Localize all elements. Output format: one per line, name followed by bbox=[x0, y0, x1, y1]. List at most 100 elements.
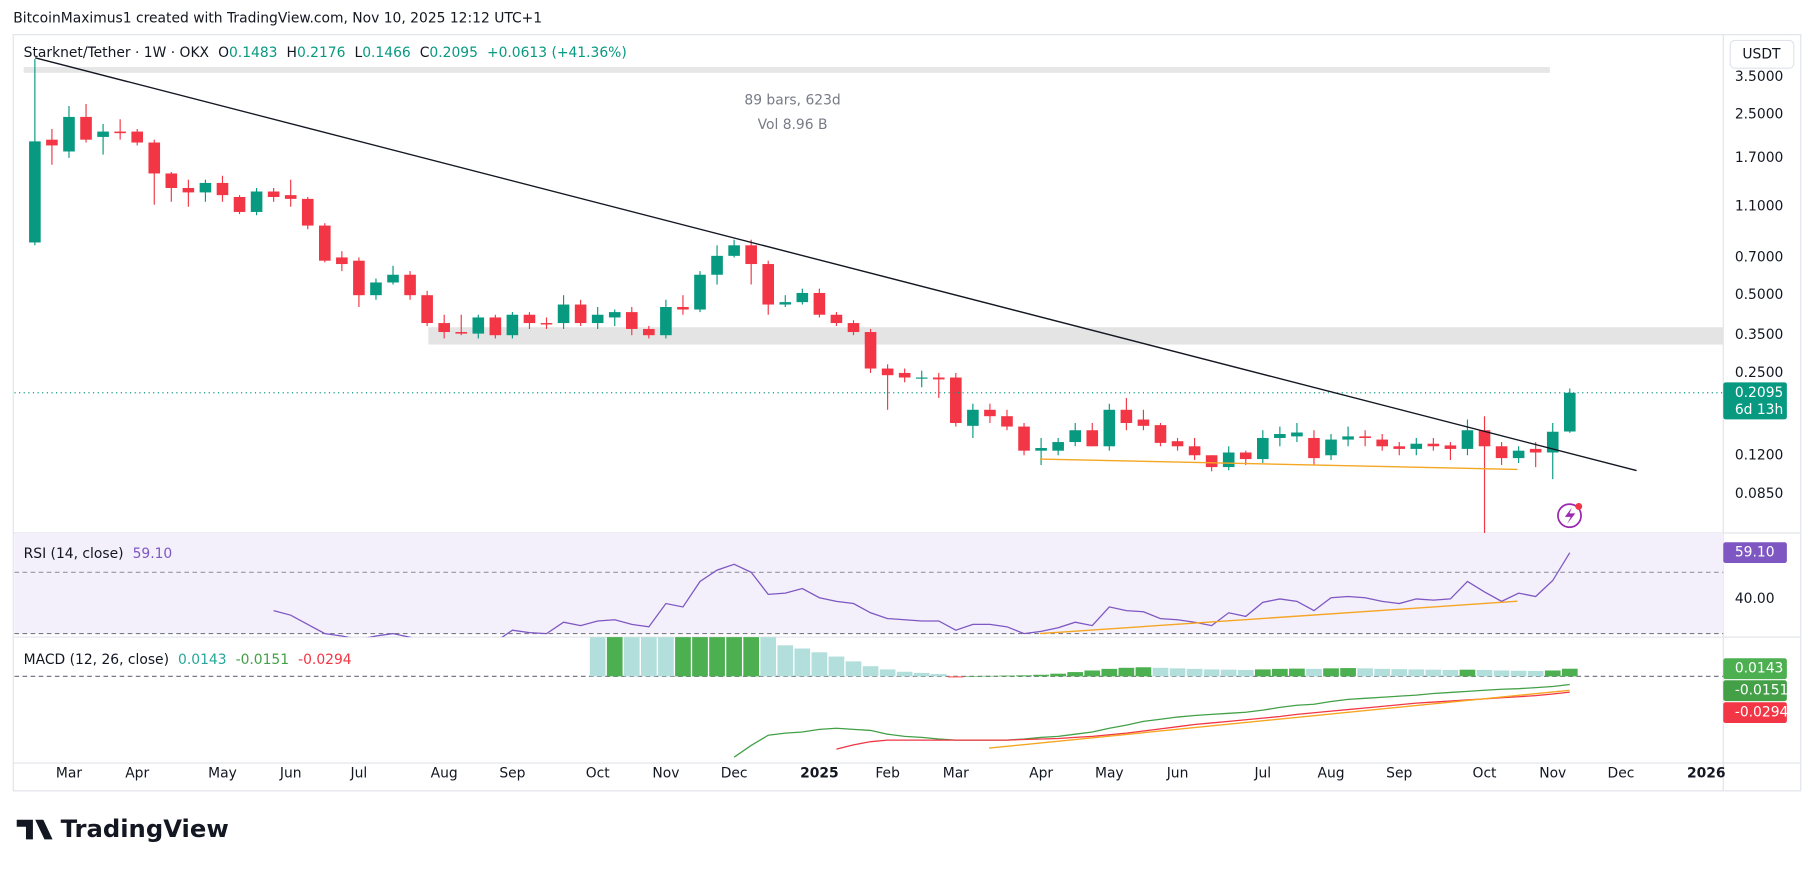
x-tick-label: 2026 bbox=[1687, 766, 1726, 782]
ohlc-label: L bbox=[354, 45, 362, 61]
histogram-bar bbox=[658, 637, 674, 677]
candle-body bbox=[336, 257, 348, 265]
macd-value: -0.0151 bbox=[236, 652, 290, 668]
hist-value: 0.0143 bbox=[178, 652, 227, 668]
histogram-bar bbox=[589, 637, 606, 677]
candle-body bbox=[1120, 409, 1133, 423]
close-value: 0.2095 bbox=[429, 45, 477, 61]
candle-body bbox=[932, 377, 945, 380]
x-tick-label: May bbox=[208, 766, 237, 782]
candle-body bbox=[625, 312, 638, 329]
histogram-bar bbox=[845, 661, 862, 677]
alert-bolt bbox=[1564, 507, 1576, 524]
trendline bbox=[35, 57, 1637, 472]
x-tick-label: Aug bbox=[1317, 766, 1344, 782]
ohlc-label: O bbox=[218, 45, 229, 61]
candle-body bbox=[1188, 446, 1201, 456]
histogram-bar bbox=[1442, 669, 1459, 677]
macd-box bbox=[1723, 680, 1787, 702]
y-tick-label: 0.0850 bbox=[1735, 486, 1784, 502]
candle-body bbox=[97, 131, 109, 137]
x-tick-label: Mar bbox=[56, 766, 82, 782]
candle-body bbox=[1410, 443, 1423, 449]
candle-body bbox=[864, 332, 877, 369]
candle-body bbox=[1427, 443, 1440, 447]
candle-body bbox=[165, 173, 178, 189]
y-tick-label: 3.5000 bbox=[1735, 69, 1784, 85]
x-tick-label: May bbox=[1095, 766, 1124, 782]
histogram-bar bbox=[794, 648, 811, 677]
histogram-bar bbox=[1220, 669, 1237, 677]
histogram-bar bbox=[692, 637, 708, 677]
candle-body bbox=[898, 372, 911, 378]
candle-body bbox=[1018, 426, 1030, 451]
currency: USDT bbox=[1742, 46, 1781, 62]
axes: Mar Apr May Jun Jul Aug Sep Oct Nov Dec 2025 Feb Mar… bbox=[56, 69, 1789, 782]
y-tick-label: 0.3500 bbox=[1735, 327, 1784, 343]
candle-body bbox=[677, 307, 689, 310]
candle-body bbox=[1205, 455, 1218, 468]
y-tick-label: 0.1200 bbox=[1735, 447, 1784, 463]
candle-body bbox=[199, 182, 212, 193]
price-box bbox=[1723, 382, 1787, 420]
histogram-bar bbox=[1101, 668, 1118, 677]
candle-body bbox=[319, 225, 331, 261]
histogram-bar bbox=[1237, 669, 1254, 677]
candle-body bbox=[131, 131, 143, 143]
candle-body bbox=[148, 142, 161, 174]
currency-button[interactable] bbox=[1729, 39, 1795, 69]
x-tick-label: Mar bbox=[943, 766, 969, 782]
price-pane bbox=[14, 59, 1724, 534]
macd-line bbox=[733, 683, 1570, 758]
x-tick-label: Dec bbox=[1608, 766, 1635, 782]
candle-body bbox=[301, 198, 314, 226]
histogram-bar bbox=[828, 656, 845, 677]
y-tick-label: 0.7000 bbox=[1735, 249, 1784, 265]
macd-legend: MACD (12, 26, close) 0.0143 -0.0151 -0.0… bbox=[24, 652, 352, 668]
candle-body bbox=[557, 304, 570, 324]
histogram-bar bbox=[1425, 669, 1442, 677]
histogram-bar bbox=[1340, 668, 1356, 677]
macd-line bbox=[836, 691, 1570, 750]
frame bbox=[12, 34, 1802, 792]
rsi-box bbox=[1723, 542, 1787, 564]
macd-pane bbox=[14, 637, 1724, 758]
histogram-bar bbox=[1561, 668, 1578, 677]
candle-body bbox=[1222, 452, 1235, 468]
x-tick-label: Nov bbox=[652, 766, 679, 782]
candle-body bbox=[1086, 430, 1099, 447]
histogram-bar bbox=[1510, 670, 1527, 677]
candle-body bbox=[1052, 442, 1064, 451]
ohlc-label: C bbox=[420, 45, 430, 61]
macd-box-value: -0.0151 bbox=[1735, 683, 1789, 699]
candle-body bbox=[1444, 445, 1457, 449]
high-value: 0.2176 bbox=[297, 45, 345, 61]
candle-body bbox=[1137, 419, 1150, 426]
histogram-bar bbox=[811, 652, 828, 677]
y-tick-label: 2.5000 bbox=[1735, 107, 1784, 123]
histogram-bar bbox=[1016, 675, 1032, 677]
candle-body bbox=[1154, 425, 1167, 443]
change-pct: (+41.36%) bbox=[551, 45, 626, 61]
x-tick-label: Jul bbox=[350, 766, 368, 782]
candle-body bbox=[881, 368, 894, 376]
rsi-line bbox=[273, 552, 1571, 638]
histogram-bar bbox=[862, 666, 879, 677]
symbol: Starknet/Tether · 1W · OKX bbox=[24, 45, 210, 61]
histogram-bar bbox=[640, 637, 657, 677]
rsi-legend: RSI (14, close) 59.10 bbox=[24, 546, 173, 562]
candle-body bbox=[1291, 432, 1303, 437]
x-tick-label: Jun bbox=[1166, 766, 1189, 782]
x-tick-label: Apr bbox=[125, 766, 149, 782]
candle-body bbox=[591, 314, 604, 324]
candle-body bbox=[694, 274, 706, 310]
candle-body bbox=[80, 116, 92, 140]
rsi-band bbox=[14, 533, 1724, 634]
candle-body bbox=[967, 409, 979, 426]
low-value: 0.1466 bbox=[362, 45, 411, 61]
histogram-bar bbox=[1050, 673, 1066, 677]
candle-body bbox=[1001, 416, 1013, 427]
countdown: 6d 13h bbox=[1735, 402, 1783, 418]
candle-body bbox=[728, 245, 740, 256]
